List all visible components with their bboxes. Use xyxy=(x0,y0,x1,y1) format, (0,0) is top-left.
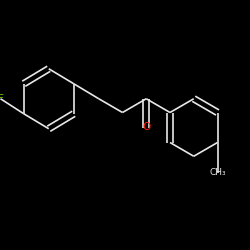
Text: F: F xyxy=(0,94,4,104)
Text: O: O xyxy=(142,122,150,132)
Text: CH₃: CH₃ xyxy=(209,168,226,177)
